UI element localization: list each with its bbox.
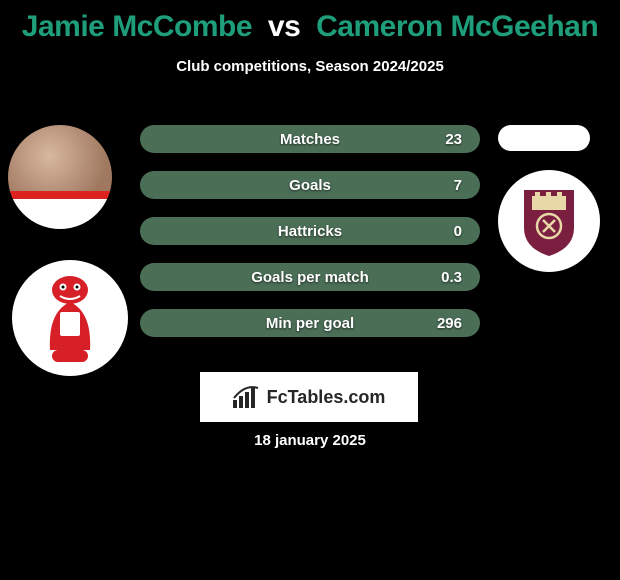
fctables-logo-icon [233,386,261,408]
stat-label: Goals per match [251,269,369,286]
stat-label: Hattricks [278,223,342,240]
stat-row: Matches 23 [140,125,480,153]
stat-value: 0.3 [441,269,462,286]
player2-name: Cameron McGeehan [316,10,598,43]
player1-name: Jamie McCombe [22,10,252,43]
stat-label: Min per goal [266,315,354,332]
player1-avatar [8,125,112,229]
brand-badge: FcTables.com [200,372,418,422]
lincoln-city-badge-icon [30,272,110,364]
stat-row: Min per goal 296 [140,309,480,337]
stat-label: Goals [289,177,331,194]
stat-label: Matches [280,131,340,148]
northampton-badge-icon [518,184,580,258]
stat-value: 23 [445,131,462,148]
stat-row: Goals per match 0.3 [140,263,480,291]
stat-row: Hattricks 0 [140,217,480,245]
date-label: 18 january 2025 [0,432,620,449]
page-title: Jamie McCombe vs Cameron McGeehan [0,0,620,44]
player1-club-badge [12,260,128,376]
stat-value: 0 [454,223,462,240]
stat-value: 7 [454,177,462,194]
vs-text: vs [268,10,300,43]
brand-text: FcTables.com [267,387,386,408]
subtitle: Club competitions, Season 2024/2025 [0,58,620,75]
stat-row: Goals 7 [140,171,480,199]
stats-table: Matches 23 Goals 7 Hattricks 0 Goals per match… [140,125,480,355]
stat-value: 296 [437,315,462,332]
player2-club-badge [498,170,600,272]
player2-avatar [498,125,590,151]
